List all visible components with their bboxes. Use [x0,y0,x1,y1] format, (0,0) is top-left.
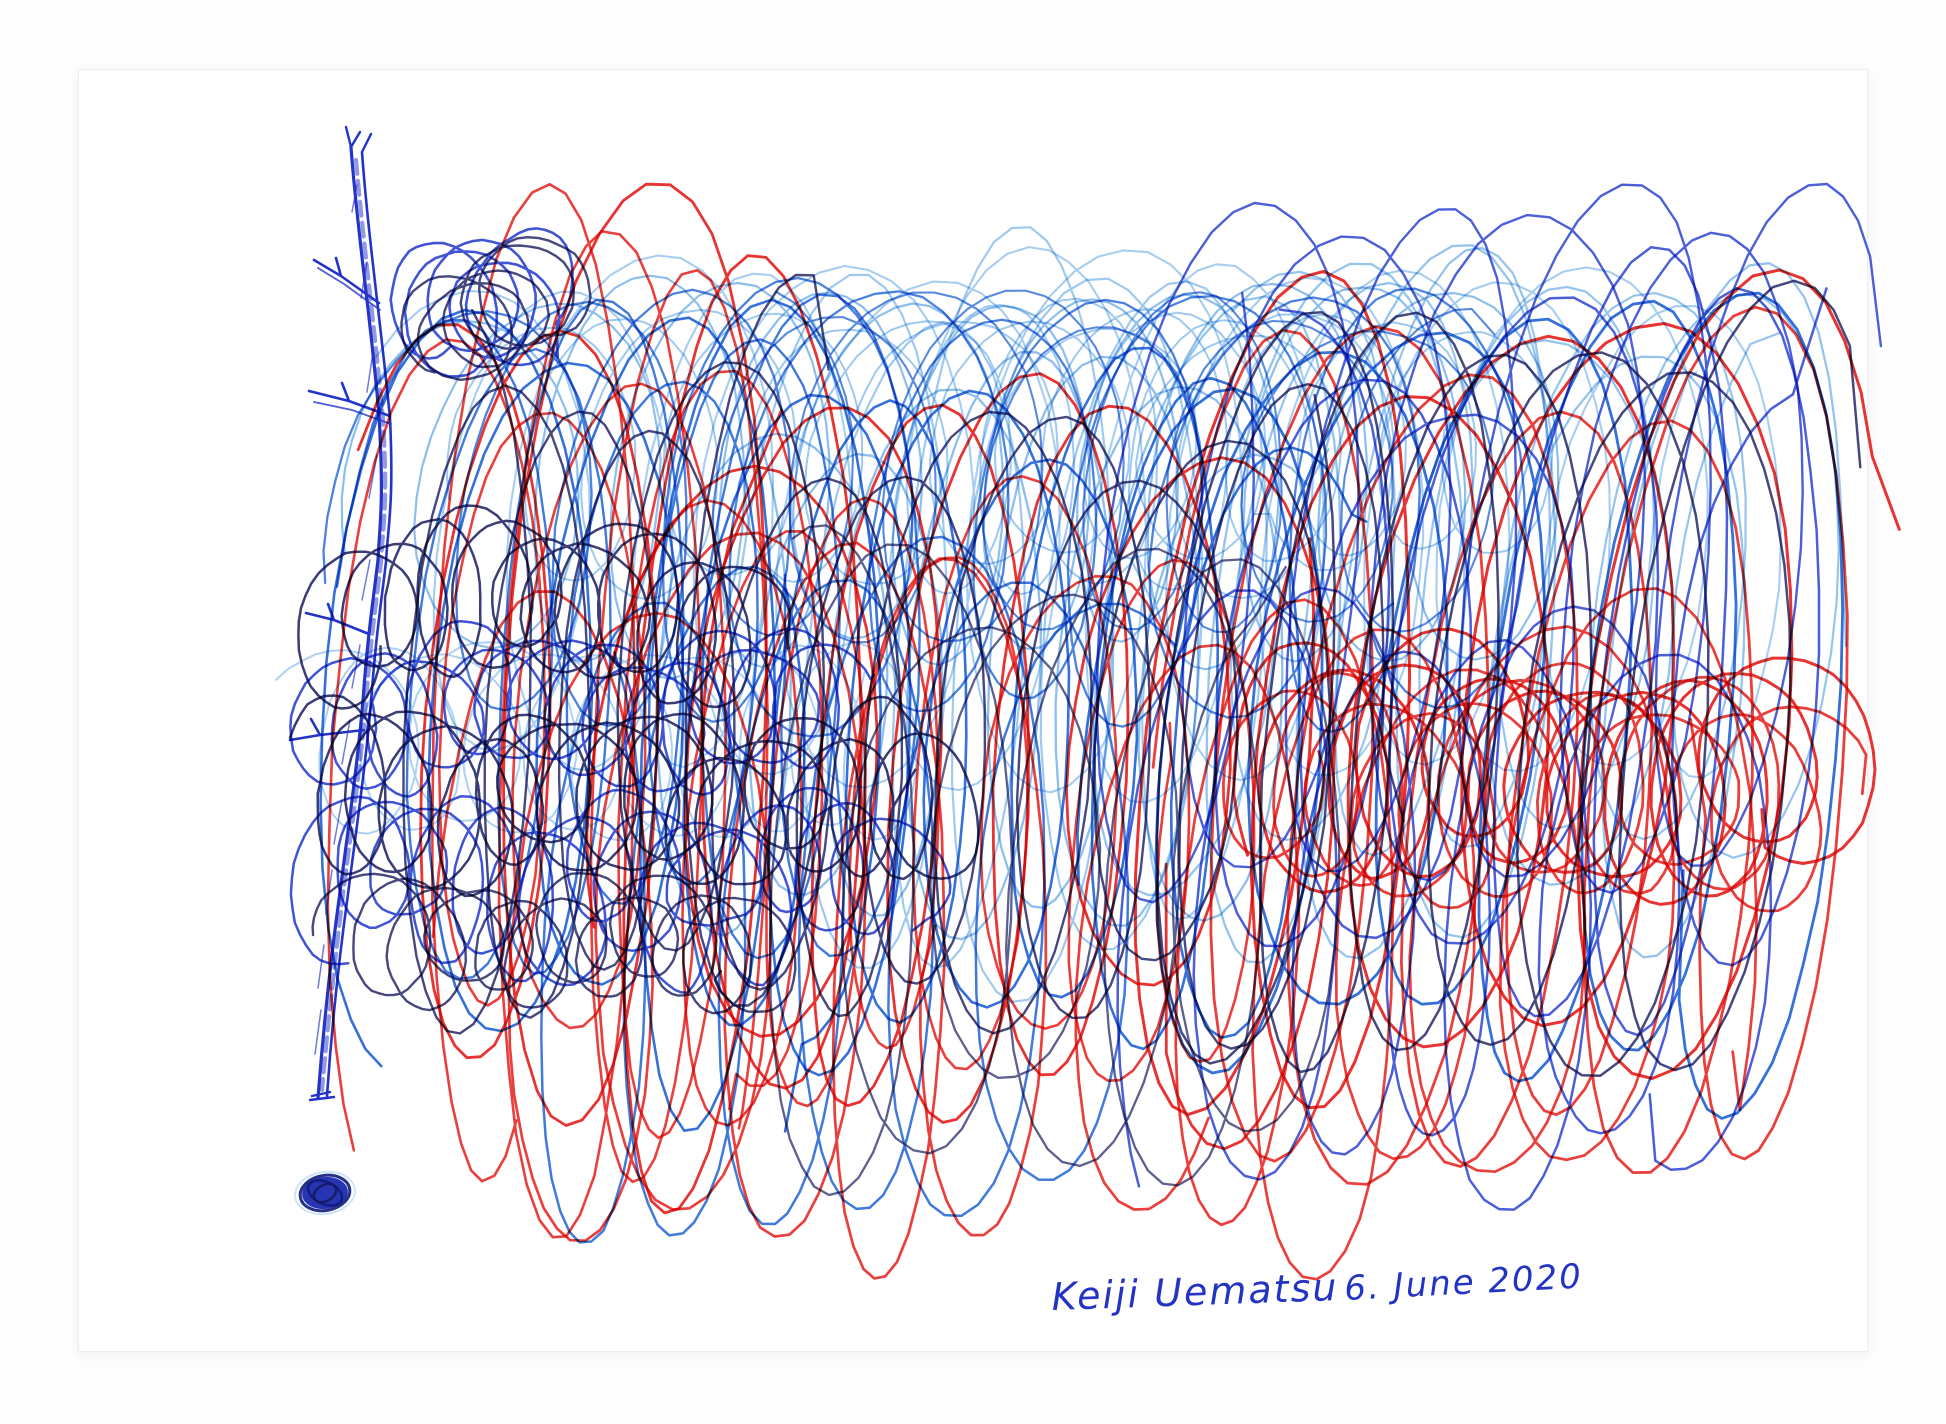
artist-signature: Keiji Uematsu 6. June 2020 [1051,1257,1584,1319]
ink-dot [294,1170,356,1216]
signature-date: 6. June 2020 [1343,1257,1583,1309]
scribble-loops-drawing [275,182,1901,1281]
twig-branch-drawing [288,125,393,1102]
signature-name: Keiji Uematsu [1051,1265,1339,1319]
